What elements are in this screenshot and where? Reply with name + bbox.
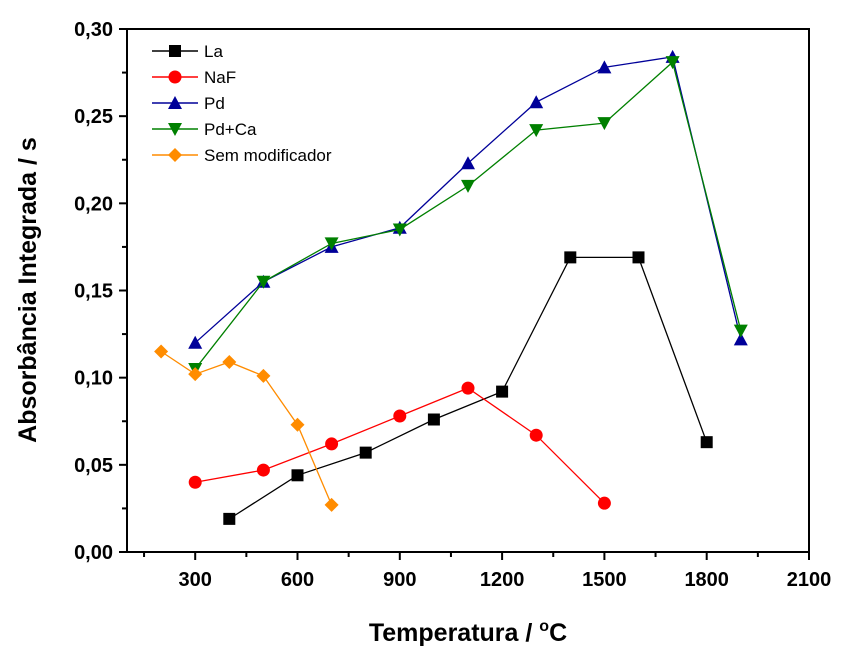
data-point-sem-modificador xyxy=(222,354,237,369)
x-axis-title: Temperatura / oC xyxy=(369,618,567,647)
y-tick-label: 0,20 xyxy=(74,193,113,215)
data-point-naf xyxy=(325,437,339,451)
data-point-naf xyxy=(256,463,270,477)
plot-border xyxy=(126,28,810,553)
x-tick-label: 1500 xyxy=(582,569,627,591)
series-pd-ca xyxy=(188,56,748,376)
data-point-la xyxy=(291,469,304,482)
legend: La NaF Pd Pd+Ca Sem modificador xyxy=(152,42,332,165)
series-line-la xyxy=(228,256,708,520)
y-axis-title: Absorbância Integrada / s xyxy=(14,137,42,443)
data-point-sem-modificador xyxy=(154,344,169,359)
legend-item-naf: NaF xyxy=(152,68,236,87)
data-point-naf xyxy=(188,475,202,489)
series-sem-modificador xyxy=(154,344,339,512)
data-point-la xyxy=(632,251,645,264)
x-tick-label: 900 xyxy=(383,569,416,591)
x-axis: 300 600 900 1200 1500 1800 2100 xyxy=(143,552,832,591)
legend-item-sem-modificador: Sem modificador xyxy=(152,146,332,165)
data-point-la xyxy=(223,512,236,525)
data-point-sem-modificador xyxy=(324,497,339,512)
data-point-pd-ca xyxy=(597,117,612,131)
data-point-pd-ca xyxy=(461,179,475,193)
data-point-pd-ca xyxy=(733,324,748,338)
data-point-pd xyxy=(733,332,748,346)
x-tick-label: 2100 xyxy=(787,569,832,591)
y-tick-label: 0,30 xyxy=(74,19,113,41)
series-naf xyxy=(188,381,611,510)
series-line-naf xyxy=(195,387,605,504)
data-point-pd-ca xyxy=(324,237,339,251)
legend-item-pd-ca: Pd+Ca xyxy=(152,120,257,139)
data-point-naf xyxy=(529,428,543,442)
data-point-pd-ca xyxy=(665,56,680,70)
x-tick-label: 300 xyxy=(179,569,212,591)
data-point-pd xyxy=(597,60,612,74)
y-tick-label: 0,05 xyxy=(74,455,113,477)
legend-label: Pd xyxy=(204,94,225,113)
data-point-la xyxy=(427,413,440,426)
data-point-naf xyxy=(461,381,475,395)
data-point-la xyxy=(496,385,509,398)
legend-label: Pd+Ca xyxy=(204,120,257,139)
legend-label: La xyxy=(204,42,223,61)
data-point-sem-modificador xyxy=(256,368,271,383)
data-point-pd-ca xyxy=(392,223,407,237)
legend-item-la: La xyxy=(152,42,223,61)
data-point-naf xyxy=(393,409,407,423)
data-point-pd-ca xyxy=(256,275,271,289)
series-layer xyxy=(154,49,748,525)
legend-marker xyxy=(168,70,182,84)
data-point-pd xyxy=(461,156,475,170)
y-tick-label: 0,10 xyxy=(74,368,113,390)
legend-marker xyxy=(168,123,182,136)
legend-marker xyxy=(168,148,182,162)
data-point-pd-ca xyxy=(529,124,544,138)
series-line-sem-modificador xyxy=(160,350,333,506)
series-la xyxy=(223,251,713,525)
plot-area xyxy=(126,28,810,553)
x-tick-label: 600 xyxy=(281,569,314,591)
legend-marker xyxy=(169,45,181,57)
legend-label: Sem modificador xyxy=(204,146,332,165)
series-pd xyxy=(188,49,748,349)
y-tick-label: 0,25 xyxy=(74,106,113,128)
data-point-sem-modificador xyxy=(188,367,203,382)
data-point-la xyxy=(700,436,713,449)
data-point-la xyxy=(359,446,372,459)
data-point-pd xyxy=(529,95,544,109)
series-line-pd-ca xyxy=(194,60,742,370)
data-point-pd xyxy=(188,335,203,349)
legend-item-pd: Pd xyxy=(152,94,225,113)
data-point-la xyxy=(564,251,577,264)
x-tick-label: 1200 xyxy=(480,569,525,591)
series-line-pd xyxy=(194,56,742,344)
y-tick-label: 0,00 xyxy=(74,542,113,564)
x-tick-label: 1800 xyxy=(684,569,729,591)
data-point-sem-modificador xyxy=(290,417,305,432)
y-tick-label: 0,15 xyxy=(74,281,113,303)
legend-marker xyxy=(168,96,182,109)
legend-label: NaF xyxy=(204,68,236,87)
data-point-naf xyxy=(597,496,611,510)
y-axis: 0,00 0,05 0,10 0,15 0,20 0,25 0,30 xyxy=(74,19,127,564)
